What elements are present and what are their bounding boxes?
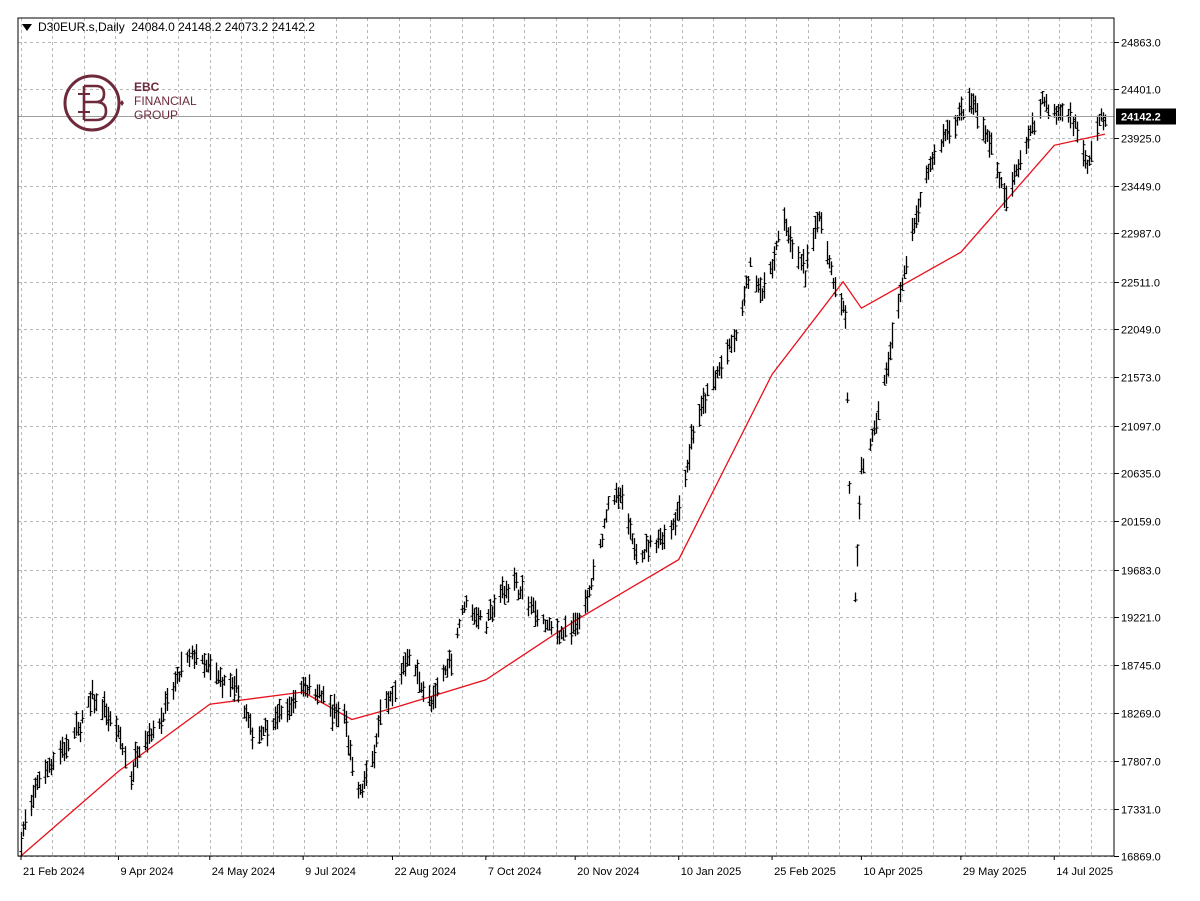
- y-tick-label: 21573.0: [1121, 373, 1161, 385]
- logo-line-3: GROUP: [134, 108, 179, 122]
- x-tick-label: 22 Aug 2024: [394, 866, 456, 878]
- grid: [18, 18, 1114, 857]
- x-tick-label: 21 Feb 2024: [23, 866, 85, 878]
- price-bars: [19, 87, 1108, 857]
- y-tick-label: 16869.0: [1121, 852, 1161, 864]
- y-tick-label: 18745.0: [1121, 661, 1161, 673]
- y-tick-label: 17331.0: [1121, 805, 1161, 817]
- y-tick-label: 17807.0: [1121, 757, 1161, 769]
- x-tick-label: 25 Feb 2025: [774, 866, 836, 878]
- moving-average-layer: [20, 133, 1106, 857]
- y-tick-label: 22511.0: [1121, 278, 1160, 290]
- x-tick-label: 9 Apr 2024: [120, 866, 173, 878]
- dropdown-triangle-icon[interactable]: [22, 24, 32, 32]
- x-axis: 21 Feb 2024 9 Apr 2024 24 May 2024 9 Jul 20…: [20, 856, 1113, 878]
- x-tick-label: 20 Nov 2024: [577, 866, 639, 878]
- y-tick-label: 20159.0: [1121, 517, 1161, 529]
- y-tick-label: 23449.0: [1121, 182, 1161, 194]
- x-tick-label: 29 May 2025: [963, 866, 1027, 878]
- logo-line-1: EBC: [134, 80, 160, 94]
- y-tick-label: 24863.0: [1121, 38, 1161, 50]
- symbol-label: D30EUR.s,Daily: [38, 20, 125, 34]
- logo-wordmark: EBC FINANCIAL GROUP: [134, 80, 197, 122]
- y-tick-label: 19221.0: [1121, 613, 1161, 625]
- moving-average-line: [20, 133, 1106, 857]
- x-tick-label: 10 Jan 2025: [681, 866, 742, 878]
- x-tick-label: 7 Oct 2024: [488, 866, 542, 878]
- ebc-logo: EBC FINANCIAL GROUP: [62, 72, 222, 134]
- y-axis: 24863.0 24401.0 23925.0 23449.0 22987.0 22511…: [1114, 38, 1161, 864]
- y-tick-label: 24401.0: [1121, 85, 1161, 97]
- x-tick-label: 10 Apr 2025: [863, 866, 922, 878]
- x-tick-label: 24 May 2024: [212, 866, 276, 878]
- y-tick-label: 20635.0: [1121, 469, 1161, 481]
- current-price-tag: 24142.2: [1116, 108, 1176, 125]
- current-price-tag-bg: [1116, 108, 1176, 125]
- ebc-logo-mark-icon: [63, 74, 124, 132]
- y-tick-label: 19683.0: [1121, 566, 1161, 578]
- ohlc-values: 24084.0 24148.2 24073.2 24142.2: [131, 20, 315, 34]
- y-tick-label: 22049.0: [1121, 325, 1161, 337]
- x-tick-label: 9 Jul 2024: [305, 866, 356, 878]
- x-tick-label: 14 Jul 2025: [1056, 866, 1113, 878]
- y-tick-label: 23925.0: [1121, 134, 1161, 146]
- plot-frame: [17, 17, 1115, 857]
- logo-line-2: FINANCIAL: [134, 94, 197, 108]
- y-tick-label: 18269.0: [1121, 709, 1161, 721]
- current-price-label: 24142.2: [1121, 112, 1161, 124]
- chart-header: D30EUR.s,Daily 24084.0 24148.2 24073.2 2…: [22, 20, 315, 34]
- y-tick-label: 22987.0: [1121, 229, 1161, 241]
- y-tick-label: 21097.0: [1121, 422, 1161, 434]
